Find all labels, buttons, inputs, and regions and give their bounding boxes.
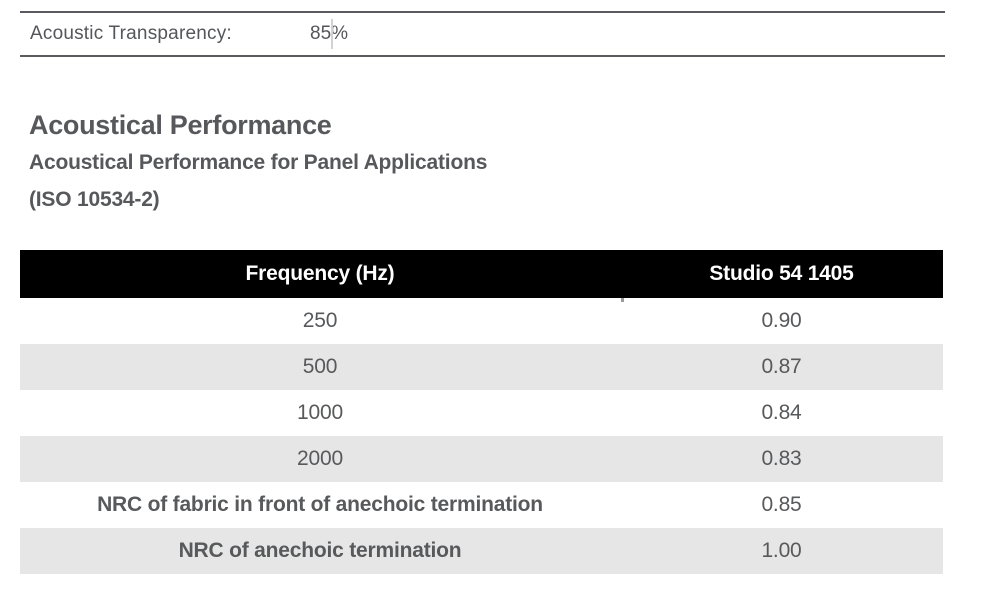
row-value: 0.87 [761, 355, 802, 378]
table-row: 500 0.87 [20, 344, 943, 390]
row-label: 250 [302, 309, 338, 332]
row-value: 0.90 [761, 309, 802, 332]
table-row: NRC of anechoic termination 1.00 [20, 528, 943, 574]
row-value: 1.00 [761, 539, 802, 562]
header-column-tick [621, 298, 624, 302]
row-value: 0.85 [761, 493, 802, 516]
table-row: NRC of fabric in front of anechoic termi… [20, 482, 943, 528]
acoustical-performance-table: Frequency (Hz) Studio 54 1405 250 0.90 5… [20, 250, 943, 574]
column-header-product: Studio 54 1405 [709, 262, 854, 285]
acoustic-transparency-label: Acoustic Transparency: [30, 23, 232, 44]
table-header-row: Frequency (Hz) Studio 54 1405 [20, 250, 943, 298]
row-label: NRC of anechoic termination [178, 539, 462, 562]
table-row: 250 0.90 [20, 298, 943, 344]
row-label: 1000 [297, 401, 343, 424]
row-value: 0.83 [761, 447, 802, 470]
page-subtitle: Acoustical Performance for Panel Applica… [29, 151, 488, 174]
column-header-frequency: Frequency (Hz) [245, 262, 395, 285]
row-label: 2000 [297, 447, 343, 470]
acoustic-transparency-value: 85% [310, 23, 349, 44]
iso-standard-label: (ISO 10534-2) [29, 188, 160, 211]
column-divider-line [331, 19, 333, 49]
row-value: 0.84 [761, 401, 802, 424]
row-label: 500 [302, 355, 338, 378]
acoustic-transparency-strip: Acoustic Transparency: 85% [20, 11, 945, 57]
table-row: 2000 0.83 [20, 436, 943, 482]
page-title: Acoustical Performance [29, 110, 332, 140]
table-row: 1000 0.84 [20, 390, 943, 436]
row-label: NRC of fabric in front of anechoic termi… [97, 493, 543, 516]
